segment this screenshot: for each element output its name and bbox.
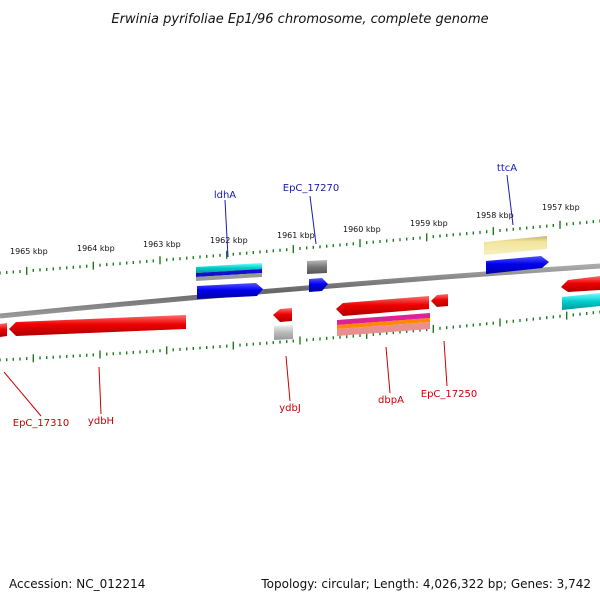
gene-dbpA-pink-band[interactable] [337,322,430,336]
tick-label-1965kbp: 1965 kbp [10,247,48,256]
gene-EpC_17270-blue-arrow[interactable] [309,278,328,292]
gene-right-cyan-block[interactable] [562,293,600,310]
gene-dbpA-red-arrow[interactable] [336,296,429,316]
tick-label-1962kbp: 1962 kbp [210,236,248,245]
leader-EpC_17270 [309,195,317,245]
forward-strand-genes [196,236,600,310]
label-ydbH[interactable]: ydbH [88,416,114,427]
gene-dbpA-magenta-band[interactable] [337,313,430,325]
gene-ldhA-blue-arrow[interactable] [197,283,263,299]
chromosome-backbone [0,263,600,319]
gene-label-leaders [3,174,514,417]
leader-ydbH [98,366,102,415]
gene-ttcA-blue-arrow[interactable] [486,256,549,274]
leader-ldhA [224,199,229,258]
inner-tick-scale [0,310,600,363]
accession-text: Accession: NC_012214 [9,577,146,591]
tick-label-1958kbp: 1958 kbp [476,211,514,220]
label-EpC_17270[interactable]: EpC_17270 [283,183,339,194]
tick-label-1960kbp: 1960 kbp [343,225,381,234]
leader-EpC_17310 [3,371,42,417]
gene-EpC_17270-gray-block[interactable] [307,260,327,274]
leader-ydbJ [285,355,291,402]
gene-right-red-arrow[interactable] [561,276,600,292]
tick-label-1959kbp: 1959 kbp [410,219,448,228]
gene-ldhA-gray-band[interactable] [196,273,262,281]
outer-kbp-scale [0,219,600,275]
gene-ydbJ-gray-block[interactable] [274,325,293,340]
leader-ttcA [506,174,514,226]
gene-ldhA-blue-band[interactable] [196,269,262,277]
tick-label-1964kbp: 1964 kbp [77,244,115,253]
label-ydbJ[interactable]: ydbJ [279,403,301,414]
genome-info-text: Topology: circular; Length: 4,026,322 bp… [261,577,591,591]
gene-dbpA-orange-band[interactable] [337,318,430,329]
gene-ydbJ-red-arrow[interactable] [273,308,292,322]
reverse-strand-genes [0,294,448,340]
tick-labels: 1965 kbp 1964 kbp 1963 kbp 1962 kbp 1961… [10,203,580,256]
label-EpC_17310[interactable]: EpC_17310 [13,418,69,429]
gene-ydbH-red-arrow[interactable] [9,315,186,336]
label-ttcA[interactable]: ttcA [497,163,517,174]
label-dbpA[interactable]: dbpA [378,395,404,406]
gene-ldhA-cyan-band[interactable] [196,263,262,273]
tick-label-1963kbp: 1963 kbp [143,240,181,249]
label-EpC_17250[interactable]: EpC_17250 [421,389,477,400]
tick-label-1961kbp: 1961 kbp [277,231,315,240]
tick-label-1957kbp: 1957 kbp [542,203,580,212]
gene-EpC_17250-red-arrow[interactable] [431,294,448,307]
forward-gene-labels: ldhA EpC_17270 ttcA [214,163,517,201]
map-title: Erwinia pyrifoliae Ep1/96 chromosome, co… [111,12,488,27]
leader-dbpA [385,346,391,394]
label-ldhA[interactable]: ldhA [214,190,236,201]
leader-EpC_17250 [443,340,448,387]
reverse-gene-labels: EpC_17310 ydbH ydbJ dbpA EpC_17250 [13,389,477,429]
gene-ttcA-yellow-arrow[interactable] [484,236,547,255]
gene-left-edge-red-arrow[interactable] [0,323,7,337]
